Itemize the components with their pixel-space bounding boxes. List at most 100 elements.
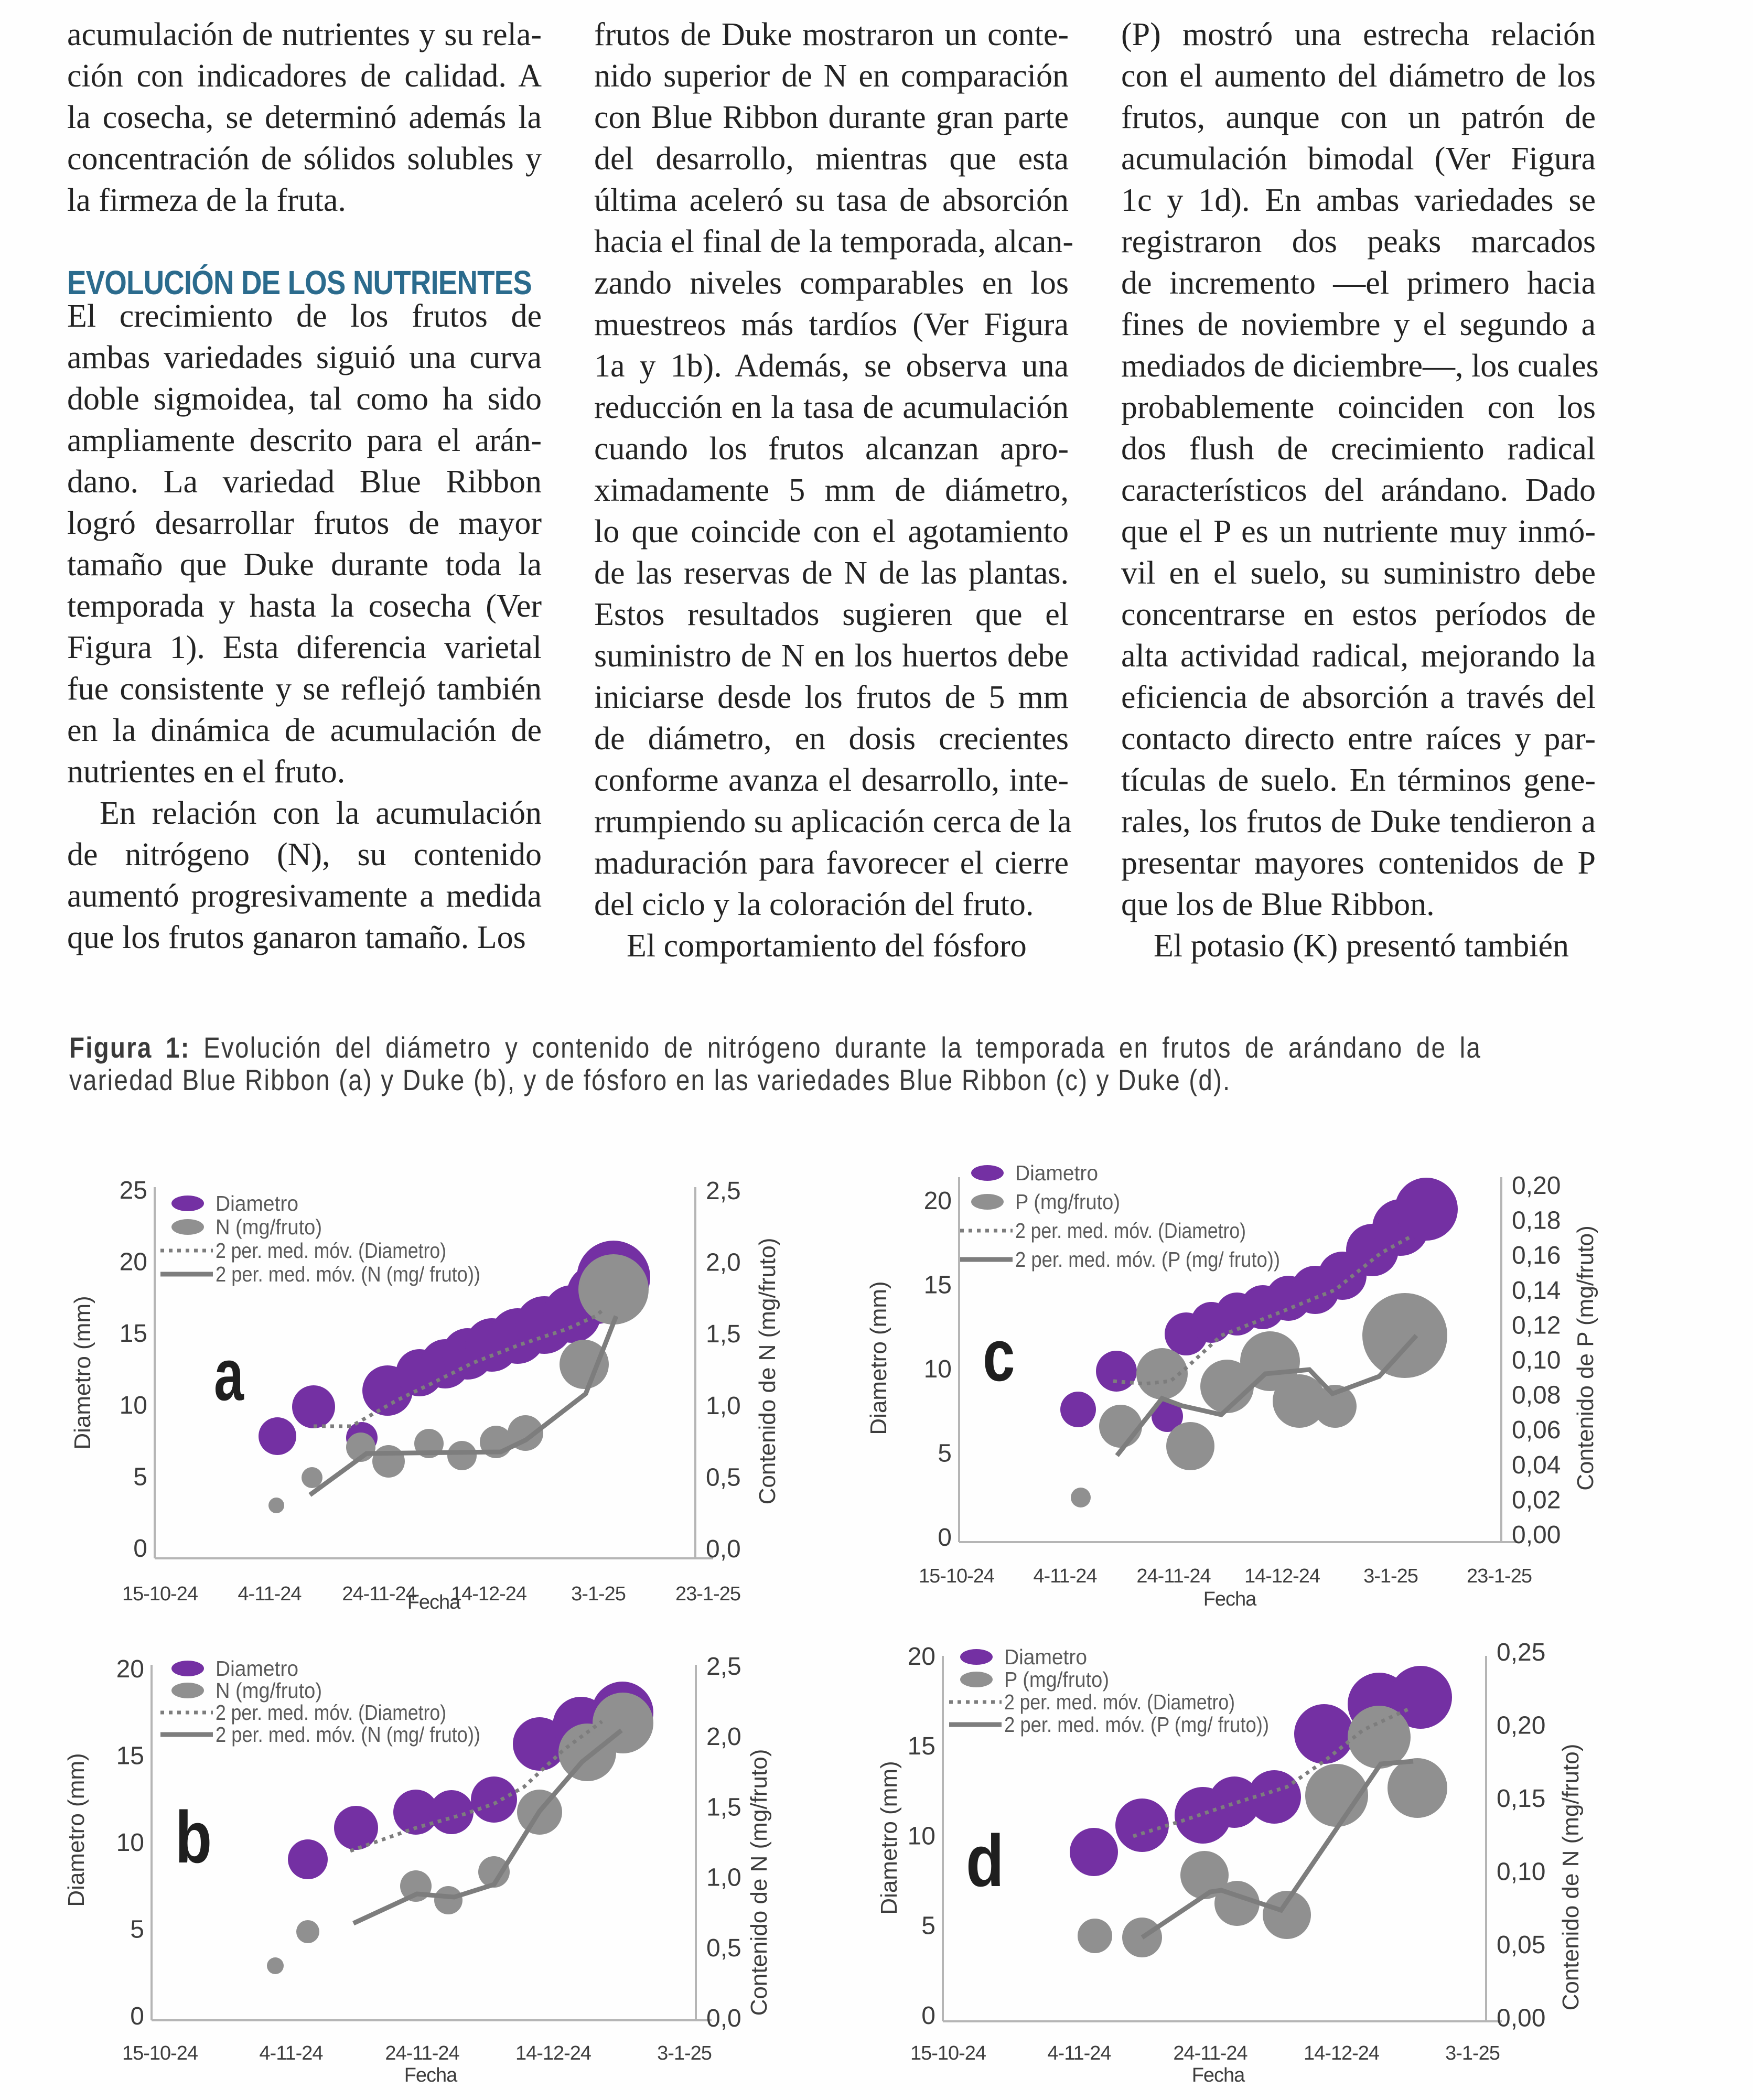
svg-text:10: 10 bbox=[116, 1829, 144, 1857]
svg-text:0,10: 0,10 bbox=[1497, 1858, 1545, 1886]
svg-text:2 per. med. móv. (N (mg/ fruto: 2 per. med. móv. (N (mg/ fruto)) bbox=[216, 1262, 480, 1286]
svg-text:Diametro (mm): Diametro (mm) bbox=[70, 1296, 95, 1449]
svg-text:0,02: 0,02 bbox=[1512, 1486, 1561, 1514]
svg-text:15: 15 bbox=[120, 1320, 147, 1348]
svg-text:0,15: 0,15 bbox=[1497, 1785, 1545, 1813]
svg-text:2 per. med. móv. (Diametro): 2 per. med. móv. (Diametro) bbox=[216, 1700, 446, 1725]
svg-text:d: d bbox=[966, 1819, 1004, 1902]
svg-text:N (mg/fruto): N (mg/fruto) bbox=[216, 1678, 322, 1703]
svg-text:24-11-24: 24-11-24 bbox=[385, 2042, 459, 2064]
svg-text:Contenido de P (mg/fruto): Contenido de P (mg/fruto) bbox=[1573, 1225, 1598, 1490]
svg-text:24-11-24: 24-11-24 bbox=[1173, 2042, 1247, 2064]
svg-text:20: 20 bbox=[908, 1643, 935, 1671]
svg-text:4-11-24: 4-11-24 bbox=[259, 2042, 323, 2064]
svg-text:0,5: 0,5 bbox=[706, 1934, 741, 1962]
svg-text:0,12: 0,12 bbox=[1512, 1311, 1561, 1339]
svg-text:0,08: 0,08 bbox=[1512, 1382, 1561, 1409]
svg-text:4-11-24: 4-11-24 bbox=[238, 1583, 302, 1605]
svg-text:Fecha: Fecha bbox=[1192, 2064, 1245, 2086]
svg-text:2 per. med. móv. (Diametro): 2 per. med. móv. (Diametro) bbox=[216, 1239, 446, 1263]
svg-text:15: 15 bbox=[908, 1732, 935, 1760]
svg-text:b: b bbox=[175, 1796, 212, 1878]
svg-text:14-12-24: 14-12-24 bbox=[1304, 2042, 1380, 2064]
svg-text:2 per. med. móv. (Diametro): 2 per. med. móv. (Diametro) bbox=[1015, 1219, 1246, 1243]
svg-text:0,14: 0,14 bbox=[1512, 1277, 1561, 1305]
svg-text:0,00: 0,00 bbox=[1497, 2005, 1545, 2032]
svg-text:0,10: 0,10 bbox=[1512, 1347, 1561, 1374]
svg-text:Fecha: Fecha bbox=[1203, 1588, 1257, 1610]
svg-text:15-10-24: 15-10-24 bbox=[122, 1583, 198, 1605]
svg-text:0,16: 0,16 bbox=[1512, 1242, 1561, 1269]
svg-text:Contenido de N (mg/fruto): Contenido de N (mg/fruto) bbox=[746, 1749, 772, 2016]
svg-text:0,05: 0,05 bbox=[1497, 1931, 1545, 1959]
svg-text:1,5: 1,5 bbox=[706, 1320, 741, 1348]
svg-text:Diametro (mm): Diametro (mm) bbox=[63, 1753, 89, 1907]
svg-text:0,04: 0,04 bbox=[1512, 1451, 1561, 1479]
svg-text:10: 10 bbox=[924, 1355, 952, 1383]
svg-text:0,06: 0,06 bbox=[1512, 1416, 1561, 1444]
svg-text:0,5: 0,5 bbox=[706, 1463, 741, 1491]
svg-text:24-11-24: 24-11-24 bbox=[1136, 1565, 1211, 1587]
svg-text:15: 15 bbox=[924, 1272, 952, 1299]
svg-text:0,20: 0,20 bbox=[1512, 1172, 1561, 1200]
svg-text:2,0: 2,0 bbox=[706, 1723, 741, 1751]
svg-text:Diametro (mm): Diametro (mm) bbox=[876, 1761, 902, 1914]
svg-text:3-1-25: 3-1-25 bbox=[571, 1583, 626, 1605]
svg-text:0: 0 bbox=[133, 1535, 147, 1563]
svg-text:15-10-24: 15-10-24 bbox=[122, 2042, 198, 2064]
svg-text:24-11-24: 24-11-24 bbox=[342, 1583, 416, 1605]
svg-text:20: 20 bbox=[116, 1655, 144, 1683]
svg-text:5: 5 bbox=[133, 1463, 147, 1491]
svg-text:Diametro: Diametro bbox=[1015, 1161, 1098, 1185]
svg-text:1,0: 1,0 bbox=[706, 1392, 741, 1420]
svg-text:Diametro: Diametro bbox=[1004, 1645, 1087, 1669]
svg-text:4-11-24: 4-11-24 bbox=[1033, 1565, 1097, 1587]
svg-text:3-1-25: 3-1-25 bbox=[1445, 2042, 1500, 2064]
svg-text:0,0: 0,0 bbox=[706, 2005, 741, 2032]
svg-text:Diametro: Diametro bbox=[216, 1656, 298, 1681]
svg-text:Fecha: Fecha bbox=[404, 2064, 458, 2086]
svg-text:Contenido de N (mg/fruto): Contenido de N (mg/fruto) bbox=[1558, 1744, 1584, 2011]
svg-text:15: 15 bbox=[116, 1742, 144, 1770]
svg-text:15-10-24: 15-10-24 bbox=[910, 2042, 986, 2064]
svg-text:0,0: 0,0 bbox=[706, 1535, 741, 1563]
svg-text:2 per. med. móv. (P (mg/ fruto: 2 per. med. móv. (P (mg/ fruto)) bbox=[1015, 1247, 1280, 1272]
svg-text:5: 5 bbox=[938, 1440, 952, 1468]
svg-text:2,0: 2,0 bbox=[706, 1249, 741, 1277]
svg-text:0: 0 bbox=[130, 2002, 144, 2030]
svg-text:10: 10 bbox=[908, 1822, 935, 1850]
svg-text:Diametro (mm): Diametro (mm) bbox=[866, 1281, 891, 1435]
svg-text:0,00: 0,00 bbox=[1512, 1521, 1561, 1549]
svg-text:5: 5 bbox=[130, 1916, 144, 1944]
svg-text:14-12-24: 14-12-24 bbox=[1244, 1565, 1320, 1587]
svg-text:10: 10 bbox=[120, 1392, 147, 1419]
svg-text:Contenido de N (mg/fruto): Contenido de N (mg/fruto) bbox=[755, 1238, 780, 1505]
svg-text:1,0: 1,0 bbox=[706, 1864, 741, 1892]
svg-text:23-1-25: 23-1-25 bbox=[675, 1583, 740, 1605]
svg-text:23-1-25: 23-1-25 bbox=[1467, 1565, 1532, 1587]
svg-text:a: a bbox=[214, 1333, 244, 1415]
svg-text:P (mg/fruto): P (mg/fruto) bbox=[1015, 1190, 1120, 1214]
svg-text:0: 0 bbox=[938, 1524, 952, 1552]
svg-text:2,5: 2,5 bbox=[706, 1653, 741, 1681]
svg-text:0,20: 0,20 bbox=[1497, 1712, 1545, 1740]
svg-text:0: 0 bbox=[921, 2002, 935, 2030]
svg-text:c: c bbox=[983, 1314, 1015, 1396]
svg-text:2 per. med. móv. (P (mg/ fruto: 2 per. med. móv. (P (mg/ fruto)) bbox=[1004, 1713, 1269, 1737]
svg-text:5: 5 bbox=[921, 1912, 935, 1940]
svg-text:14-12-24: 14-12-24 bbox=[451, 1583, 527, 1605]
svg-text:0,18: 0,18 bbox=[1512, 1207, 1561, 1235]
svg-text:4-11-24: 4-11-24 bbox=[1047, 2042, 1111, 2064]
svg-text:P (mg/fruto): P (mg/fruto) bbox=[1004, 1667, 1109, 1692]
svg-text:3-1-25: 3-1-25 bbox=[657, 2042, 712, 2064]
svg-text:Diametro: Diametro bbox=[216, 1191, 298, 1215]
svg-text:Fecha: Fecha bbox=[407, 1591, 461, 1613]
svg-text:2,5: 2,5 bbox=[706, 1177, 741, 1205]
svg-text:14-12-24: 14-12-24 bbox=[515, 2042, 591, 2064]
svg-text:2 per. med. móv. (Diametro): 2 per. med. móv. (Diametro) bbox=[1004, 1690, 1235, 1714]
svg-text:25: 25 bbox=[120, 1177, 147, 1204]
svg-text:1,5: 1,5 bbox=[706, 1793, 741, 1821]
svg-text:20: 20 bbox=[924, 1187, 952, 1215]
svg-text:0,25: 0,25 bbox=[1497, 1639, 1545, 1666]
svg-text:20: 20 bbox=[120, 1248, 147, 1276]
